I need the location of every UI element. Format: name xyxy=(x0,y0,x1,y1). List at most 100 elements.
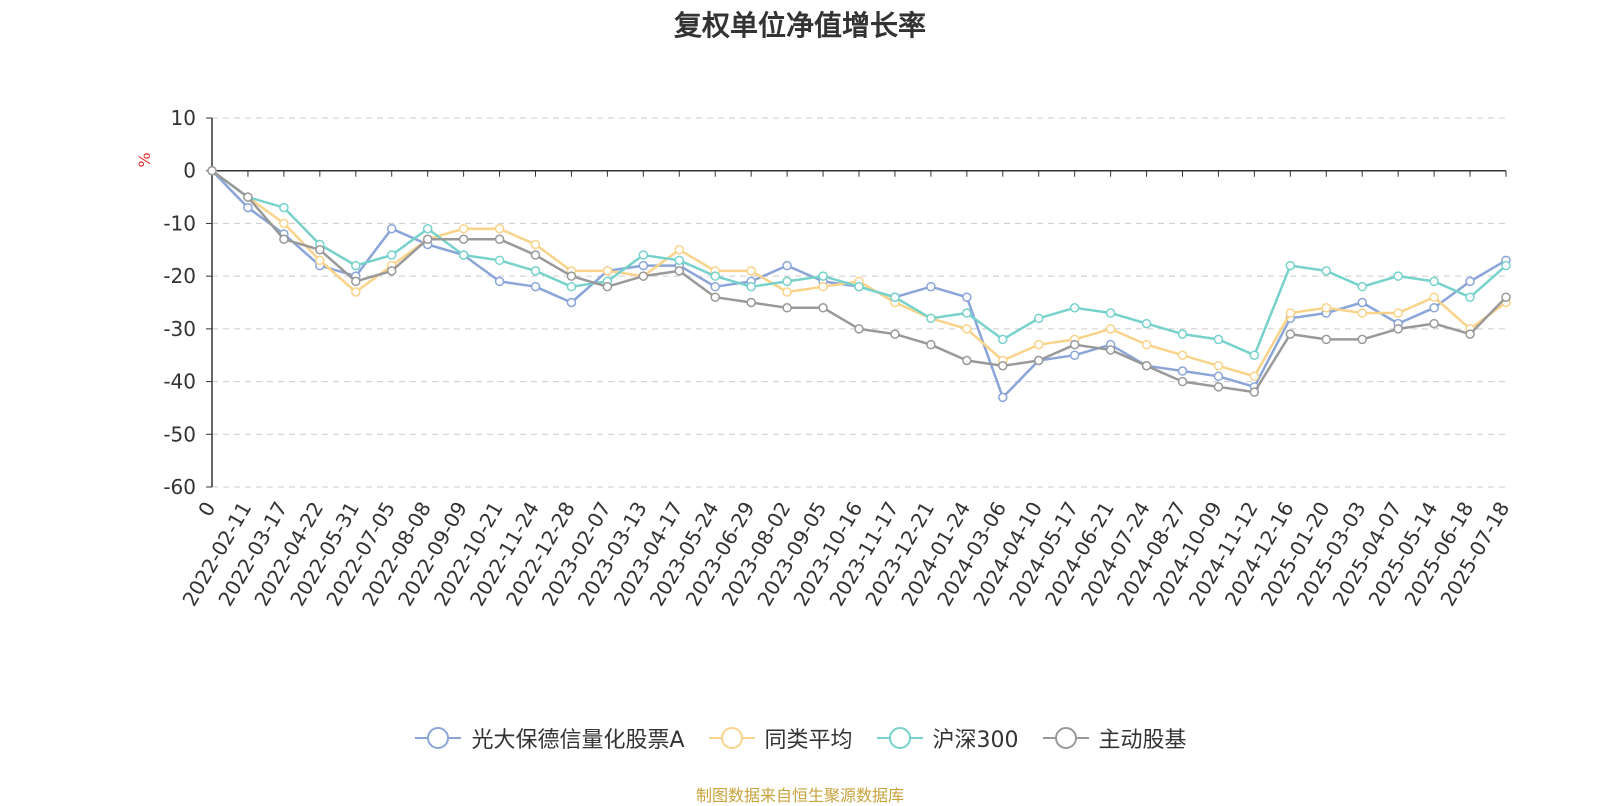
data-point xyxy=(818,281,828,292)
legend-item[interactable]: 主动股基 xyxy=(1041,722,1187,754)
legend-marker-icon xyxy=(876,727,923,749)
legend-marker-icon xyxy=(708,727,755,749)
data-point xyxy=(746,281,756,292)
legend-label: 同类平均 xyxy=(764,728,853,753)
data-point xyxy=(351,276,361,287)
data-point xyxy=(458,250,469,260)
data-point xyxy=(1357,308,1367,318)
data-point xyxy=(1177,329,1188,339)
data-point xyxy=(315,245,325,255)
data-point xyxy=(1321,334,1332,345)
data-point xyxy=(494,276,505,287)
data-point xyxy=(926,313,936,324)
data-point xyxy=(315,255,325,266)
series-line xyxy=(211,169,1507,378)
data-point xyxy=(1105,324,1116,334)
y-tick-label: -50 xyxy=(163,422,196,446)
axis-layer: 100-10-20-30-40-50-6002022-02-112022-03-… xyxy=(163,106,1514,610)
data-point xyxy=(1249,387,1260,397)
data-point xyxy=(351,260,361,271)
data-point xyxy=(998,361,1008,371)
legend-label: 光大保德信量化股票A xyxy=(471,728,685,753)
legend-label: 沪深300 xyxy=(932,728,1019,753)
data-point xyxy=(638,271,649,281)
data-point xyxy=(1213,371,1224,382)
data-point xyxy=(566,297,577,308)
data-point xyxy=(1033,313,1044,324)
data-point xyxy=(494,234,505,244)
data-point xyxy=(530,239,541,250)
data-point xyxy=(782,260,792,271)
data-point xyxy=(1105,308,1116,318)
data-point xyxy=(386,250,397,260)
series-layer xyxy=(207,165,1511,403)
data-point xyxy=(638,250,649,260)
data-point xyxy=(1141,361,1152,371)
legend-item[interactable]: 光大保德信量化股票A xyxy=(413,722,685,754)
data-point xyxy=(782,303,792,313)
data-point xyxy=(962,308,972,318)
data-point xyxy=(710,271,720,281)
y-axis-unit-label: % xyxy=(135,152,154,167)
data-point xyxy=(1465,329,1475,339)
data-point xyxy=(1501,260,1511,271)
data-point xyxy=(1285,329,1296,339)
y-tick-label: 10 xyxy=(171,106,196,130)
data-point xyxy=(566,271,577,281)
legend-marker-icon xyxy=(1042,727,1089,749)
data-point xyxy=(1213,334,1224,345)
data-point xyxy=(998,392,1008,403)
line-chart: 100-10-20-30-40-50-6002022-02-112022-03-… xyxy=(135,106,1514,610)
data-point xyxy=(1321,303,1332,313)
data-point xyxy=(962,292,972,302)
data-point xyxy=(566,281,577,292)
data-point xyxy=(458,234,469,244)
legend: 光大保德信量化股票A 同类平均 沪深300 主动股基 xyxy=(0,722,1600,754)
data-point xyxy=(890,329,900,339)
data-point xyxy=(962,355,972,366)
data-point xyxy=(818,271,828,281)
data-point xyxy=(530,266,541,276)
data-point xyxy=(818,303,828,313)
data-point xyxy=(638,260,649,271)
data-point xyxy=(1249,350,1260,360)
data-point xyxy=(1429,303,1439,313)
data-point xyxy=(422,234,433,244)
data-point xyxy=(243,192,253,202)
chart-title: 复权单位净值增长率 xyxy=(673,9,926,42)
data-point xyxy=(1393,324,1403,334)
data-point xyxy=(710,292,720,302)
data-point xyxy=(1105,345,1116,355)
data-point xyxy=(279,202,289,213)
data-point xyxy=(962,324,972,334)
data-point xyxy=(998,334,1008,345)
data-point xyxy=(1141,339,1152,350)
data-point xyxy=(1033,355,1044,366)
data-point xyxy=(207,165,217,176)
data-point xyxy=(782,276,792,287)
x-tick-label: 0 xyxy=(193,498,220,521)
data-point xyxy=(926,339,936,350)
data-point xyxy=(279,234,289,244)
data-point xyxy=(1429,292,1439,302)
data-point xyxy=(530,250,541,260)
data-point xyxy=(1213,361,1224,371)
data-point xyxy=(602,266,613,276)
legend-label: 主动股基 xyxy=(1098,728,1187,753)
data-point xyxy=(458,223,469,234)
data-point xyxy=(422,223,433,234)
data-point xyxy=(1321,266,1332,276)
data-point xyxy=(1249,371,1260,382)
data-point xyxy=(1429,318,1439,329)
data-point xyxy=(1285,308,1296,318)
data-point xyxy=(386,266,397,276)
data-point xyxy=(351,287,361,297)
data-point xyxy=(1069,339,1080,350)
data-point xyxy=(1429,276,1439,287)
data-point xyxy=(279,218,289,229)
legend-item[interactable]: 沪深300 xyxy=(875,722,1019,754)
legend-item[interactable]: 同类平均 xyxy=(707,722,853,754)
data-point xyxy=(1069,350,1080,360)
data-point xyxy=(674,245,685,255)
data-point xyxy=(1357,281,1367,292)
